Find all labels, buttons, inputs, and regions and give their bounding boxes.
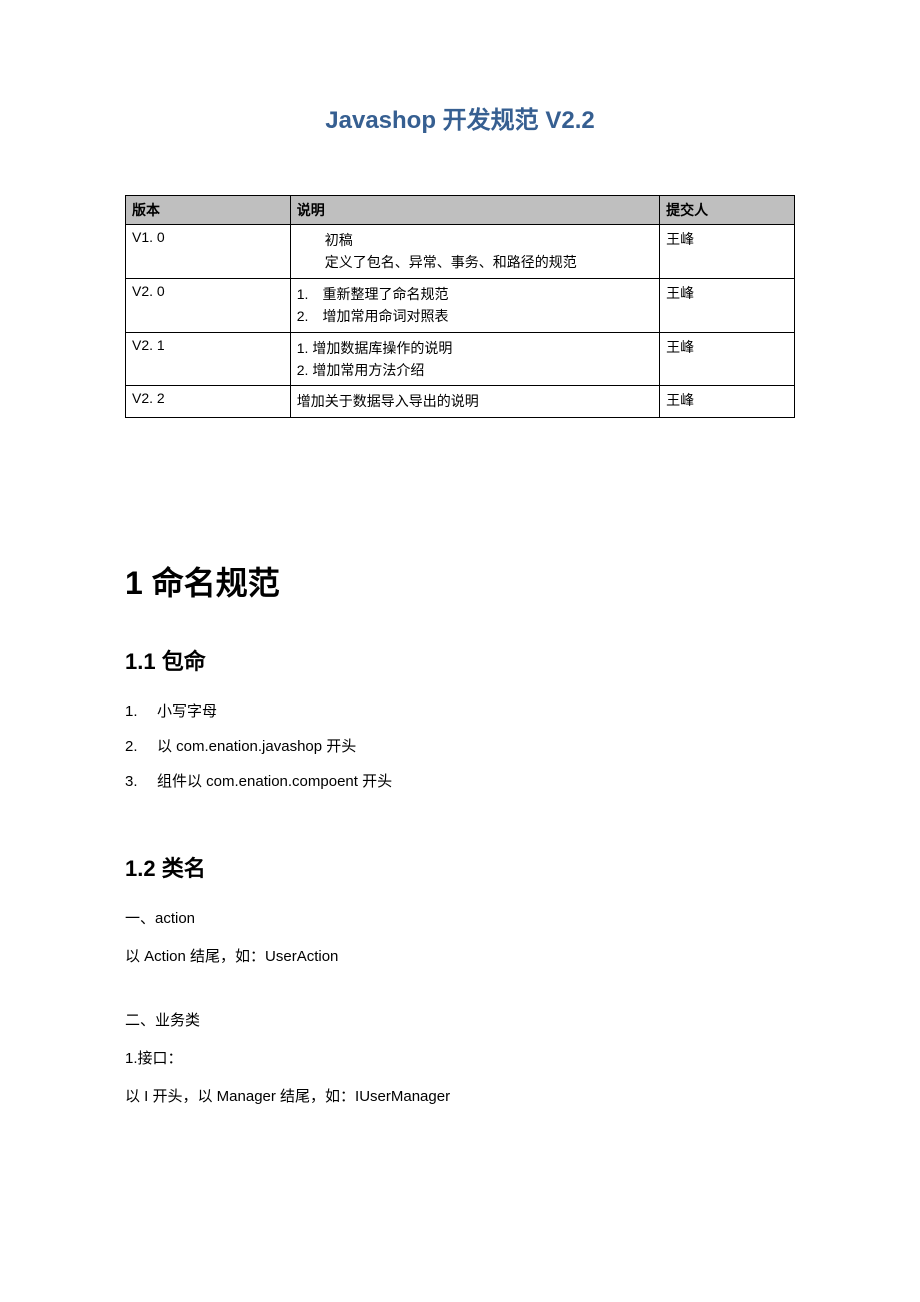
cell-desc: 初稿 定义了包名、异常、事务、和路径的规范 — [290, 225, 659, 279]
desc-line: 2. 增加常用命词对照表 — [297, 305, 653, 327]
desc-line: 初稿 — [297, 229, 653, 251]
desc-line: 定义了包名、异常、事务、和路径的规范 — [297, 251, 653, 273]
package-naming-list: 小写字母 以 com.enation.javashop 开头 组件以 com.e… — [125, 700, 795, 791]
spacer — [125, 999, 795, 1009]
desc-line: 2. 增加常用方法介绍 — [297, 359, 653, 381]
version-table: 版本 说明 提交人 V1. 0 初稿 定义了包名、异常、事务、和路径的规范 王峰… — [125, 195, 795, 418]
cell-author: 王峰 — [660, 225, 795, 279]
table-header-row: 版本 说明 提交人 — [126, 196, 795, 225]
desc-line: 1. 重新整理了命名规范 — [297, 283, 653, 305]
cell-version: V2. 0 — [126, 278, 291, 332]
cell-author: 王峰 — [660, 386, 795, 417]
class-naming-block-2: 二、业务类 1.接口： 以 I 开头，以 Manager 结尾，如：IUserM… — [125, 1009, 795, 1109]
table-row: V2. 2 增加关于数据导入导出的说明 王峰 — [126, 386, 795, 417]
list-item: 组件以 com.enation.compoent 开头 — [125, 770, 795, 791]
class-naming-block-1: 一、action 以 Action 结尾，如：UserAction — [125, 907, 795, 969]
cell-author: 王峰 — [660, 278, 795, 332]
table-row: V2. 1 1. 增加数据库操作的说明 2. 增加常用方法介绍 王峰 — [126, 332, 795, 386]
section-1-2-heading: 1.2 类名 — [125, 851, 795, 883]
desc-line: 增加关于数据导入导出的说明 — [297, 390, 653, 412]
cell-desc: 1. 增加数据库操作的说明 2. 增加常用方法介绍 — [290, 332, 659, 386]
body-text: 以 I 开头，以 Manager 结尾，如：IUserManager — [125, 1085, 795, 1109]
list-item: 小写字母 — [125, 700, 795, 721]
cell-version: V2. 1 — [126, 332, 291, 386]
cell-desc: 1. 重新整理了命名规范 2. 增加常用命词对照表 — [290, 278, 659, 332]
cell-author: 王峰 — [660, 332, 795, 386]
col-header-author: 提交人 — [660, 196, 795, 225]
section-1-1-heading: 1.1 包命 — [125, 644, 795, 676]
desc-line: 1. 增加数据库操作的说明 — [297, 337, 653, 359]
cell-version: V2. 2 — [126, 386, 291, 417]
document-title: Javashop 开发规范 V2.2 — [125, 100, 795, 135]
cell-version: V1. 0 — [126, 225, 291, 279]
body-text: 二、业务类 — [125, 1009, 795, 1033]
col-header-version: 版本 — [126, 196, 291, 225]
body-text: 1.接口： — [125, 1047, 795, 1071]
table-row: V1. 0 初稿 定义了包名、异常、事务、和路径的规范 王峰 — [126, 225, 795, 279]
col-header-desc: 说明 — [290, 196, 659, 225]
cell-desc: 增加关于数据导入导出的说明 — [290, 386, 659, 417]
body-text: 一、action — [125, 907, 795, 931]
table-row: V2. 0 1. 重新整理了命名规范 2. 增加常用命词对照表 王峰 — [126, 278, 795, 332]
section-1-heading: 1 命名规范 — [125, 558, 795, 604]
body-text: 以 Action 结尾，如：UserAction — [125, 945, 795, 969]
list-item: 以 com.enation.javashop 开头 — [125, 735, 795, 756]
